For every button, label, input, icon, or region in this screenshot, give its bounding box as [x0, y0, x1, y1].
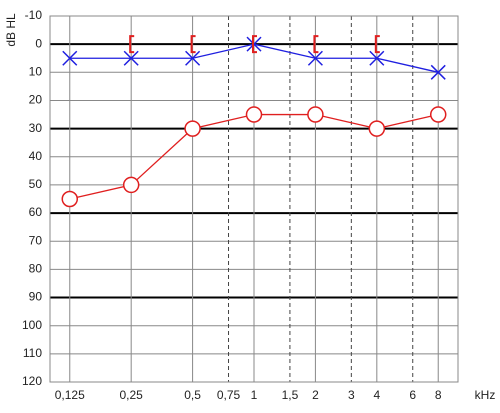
x-tick-label: 6 — [409, 388, 416, 402]
marker-bracket — [129, 35, 135, 54]
y-tick-label: 80 — [29, 262, 43, 276]
marker-o — [61, 190, 79, 208]
x-axis-label: kHz — [475, 388, 496, 402]
y-tick-label: 70 — [29, 233, 43, 247]
marker-bracket — [313, 35, 319, 54]
y-tick-label: 20 — [29, 93, 43, 107]
x-tick-label: 0,25 — [120, 388, 144, 402]
marker-x — [62, 50, 78, 66]
y-tick-label: 100 — [22, 318, 42, 332]
plot-border — [49, 15, 459, 383]
x-tick-label: 1 — [251, 388, 258, 402]
y-tick-label: 30 — [29, 121, 43, 135]
x-tick-label: 0,5 — [184, 388, 201, 402]
marker-bracket — [252, 35, 257, 54]
x-tick-label: 2 — [312, 388, 319, 402]
x-tick-label: 3 — [348, 388, 355, 402]
y-tick-label: 0 — [35, 36, 42, 50]
x-tick-label: 4 — [373, 388, 380, 402]
y-axis-label: dB HL — [4, 13, 18, 47]
y-tick-label: 10 — [29, 64, 43, 78]
y-tick-label: 60 — [29, 205, 43, 219]
x-tick-label: 0,125 — [55, 388, 85, 402]
y-tick-label: 90 — [29, 290, 43, 304]
y-tick-label: -10 — [25, 8, 43, 22]
marker-o — [184, 120, 201, 137]
marker-o — [429, 106, 447, 123]
marker-x — [185, 50, 201, 66]
marker-o — [122, 176, 140, 194]
marker-bracket — [374, 35, 380, 54]
marker-x — [123, 50, 139, 66]
marker-o — [307, 106, 324, 123]
marker-bracket — [190, 35, 196, 54]
x-tick-label: 0,75 — [217, 388, 241, 402]
marker-x — [430, 64, 446, 80]
y-tick-label: 110 — [23, 346, 42, 360]
x-tick-label: 1,5 — [282, 388, 299, 402]
y-tick-label: 40 — [29, 149, 43, 163]
y-tick-label: 50 — [29, 177, 43, 191]
y-tick-label: 120 — [22, 374, 42, 388]
marker-x — [369, 50, 385, 66]
marker-o — [368, 120, 386, 137]
marker-o — [245, 106, 263, 123]
x-tick-label: 8 — [435, 388, 442, 402]
marker-x — [307, 50, 323, 66]
